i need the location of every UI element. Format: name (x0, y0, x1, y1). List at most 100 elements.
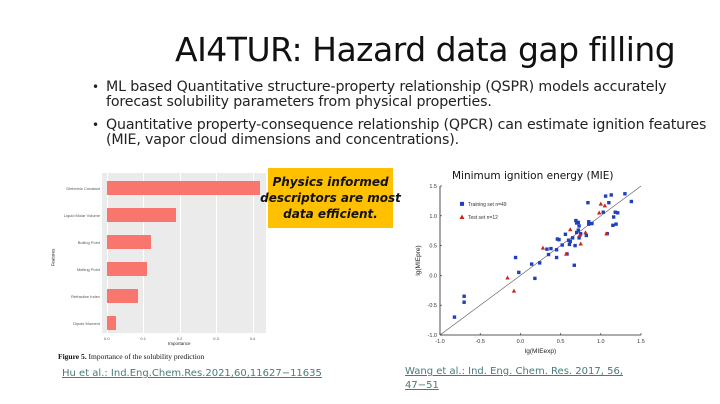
x-tick-label: 0.3 (213, 336, 219, 341)
training-point (609, 193, 613, 197)
x-tick-label: 0.2 (176, 336, 183, 341)
legend-test: Test set n=12 (468, 215, 498, 221)
legend-triangle-icon (459, 214, 465, 219)
test-point (511, 288, 517, 293)
y-tick-label: -0.5 (428, 303, 437, 309)
feature-label: Melting Point (76, 267, 100, 272)
callout-line-3: data efficient. (283, 207, 378, 221)
x-axis-label: lg(MIEexp) (525, 348, 556, 355)
x-tick-label: 0.4 (249, 336, 256, 341)
slide-title: AI4TUR: Hazard data gap filling (175, 30, 676, 69)
feature-label: Boiling Point (77, 240, 100, 245)
training-point (574, 230, 579, 235)
test-point (583, 230, 588, 235)
reference-link-hu[interactable]: Hu et al.: Ind.Eng.Chem.Res.2021,60,1162… (62, 368, 322, 379)
y-tick-label: 0.0 (429, 273, 437, 279)
test-point (577, 232, 583, 237)
test-point (568, 227, 573, 232)
grid-line (179, 173, 181, 333)
y-tick-label: 1.0 (429, 214, 437, 220)
feature-importance-chart: Features Dielectric Constant Liquid Molar… (50, 165, 275, 346)
grid-line (143, 173, 145, 333)
training-point (537, 261, 542, 265)
training-point (529, 262, 534, 266)
test-point (598, 201, 603, 206)
grid-line (252, 173, 254, 333)
scatter-title: Minimum ignition energy (MIE) (452, 170, 614, 182)
x-tick-label: 0.5 (557, 339, 565, 345)
training-point (587, 222, 591, 226)
training-point (573, 243, 577, 248)
test-point (578, 241, 583, 246)
x-tick-label: 1.0 (597, 339, 605, 345)
bar (107, 181, 260, 195)
y-tick-label: 0.5 (429, 244, 437, 250)
bar (107, 289, 138, 303)
bar (107, 262, 148, 276)
training-point (603, 194, 608, 198)
training-point (557, 237, 561, 242)
training-point (590, 221, 594, 226)
figure-caption: Figure 5. Importance of the solubility p… (58, 352, 204, 361)
caption-label: Figure 5. (58, 352, 87, 361)
training-point (560, 243, 564, 247)
training-point (614, 222, 618, 226)
training-point (567, 242, 572, 247)
training-point (613, 210, 617, 214)
feature-label: Refractive Index (71, 294, 100, 299)
training-point (574, 218, 578, 223)
x-tick-label: 0.0 (517, 339, 525, 345)
reference-line (439, 185, 642, 336)
bar (107, 316, 117, 330)
training-point (462, 300, 466, 304)
training-point (623, 192, 627, 196)
training-point (570, 236, 575, 240)
training-point (607, 200, 611, 205)
x-tick-label: 1.5 (637, 339, 645, 345)
callout-line-2: descriptors are most (260, 191, 401, 205)
training-point (611, 215, 616, 219)
x-tick-label: 0.1 (140, 336, 146, 341)
bar (107, 208, 177, 222)
bullet-list: ML based Quantitative structure-property… (92, 80, 712, 156)
feature-label: Liquid Molar Volume (63, 213, 100, 218)
bullet-qspr: ML based Quantitative structure-property… (92, 80, 712, 110)
training-point (545, 247, 549, 251)
legend-training: Training set n=49 (468, 202, 507, 208)
test-point (596, 210, 602, 215)
test-point (505, 275, 510, 280)
callout-line-1: Physics informed (272, 175, 389, 189)
legend-square-icon (460, 201, 464, 206)
training-point (554, 255, 559, 260)
training-point (629, 199, 634, 204)
caption-text: Importance of the solubility prediction (88, 352, 205, 361)
training-point (576, 220, 580, 225)
training-point (513, 255, 518, 260)
test-point (564, 251, 569, 256)
test-point (602, 203, 608, 208)
training-point (452, 315, 457, 319)
training-point (577, 224, 581, 228)
training-point (587, 220, 591, 224)
x-tick-label: 0.0 (104, 336, 110, 341)
x-tick-label: -0.5 (475, 339, 484, 345)
training-point (563, 232, 568, 236)
y-axis-label: lg(MIEpre) (415, 245, 422, 275)
training-point (546, 252, 551, 257)
bar-plot-area (102, 173, 266, 333)
training-point (572, 263, 576, 267)
training-point (462, 294, 466, 298)
feature-label: Dielectric Constant (66, 186, 100, 191)
grid-line (107, 173, 108, 333)
reference-link-wang[interactable]: Wang et al.: Ind. Eng. Chem. Res. 2017, … (405, 366, 623, 391)
training-point (517, 270, 521, 275)
training-point (601, 210, 605, 214)
test-point (604, 231, 609, 236)
callout-box: Physics informed descriptors are most da… (260, 168, 401, 228)
x-axis-label: Importance (168, 341, 191, 346)
training-point (586, 200, 590, 205)
training-point (584, 233, 589, 238)
test-point (540, 245, 546, 250)
bullet-qpcr: Quantitative property-consequence relati… (92, 118, 712, 148)
training-point (549, 246, 553, 251)
